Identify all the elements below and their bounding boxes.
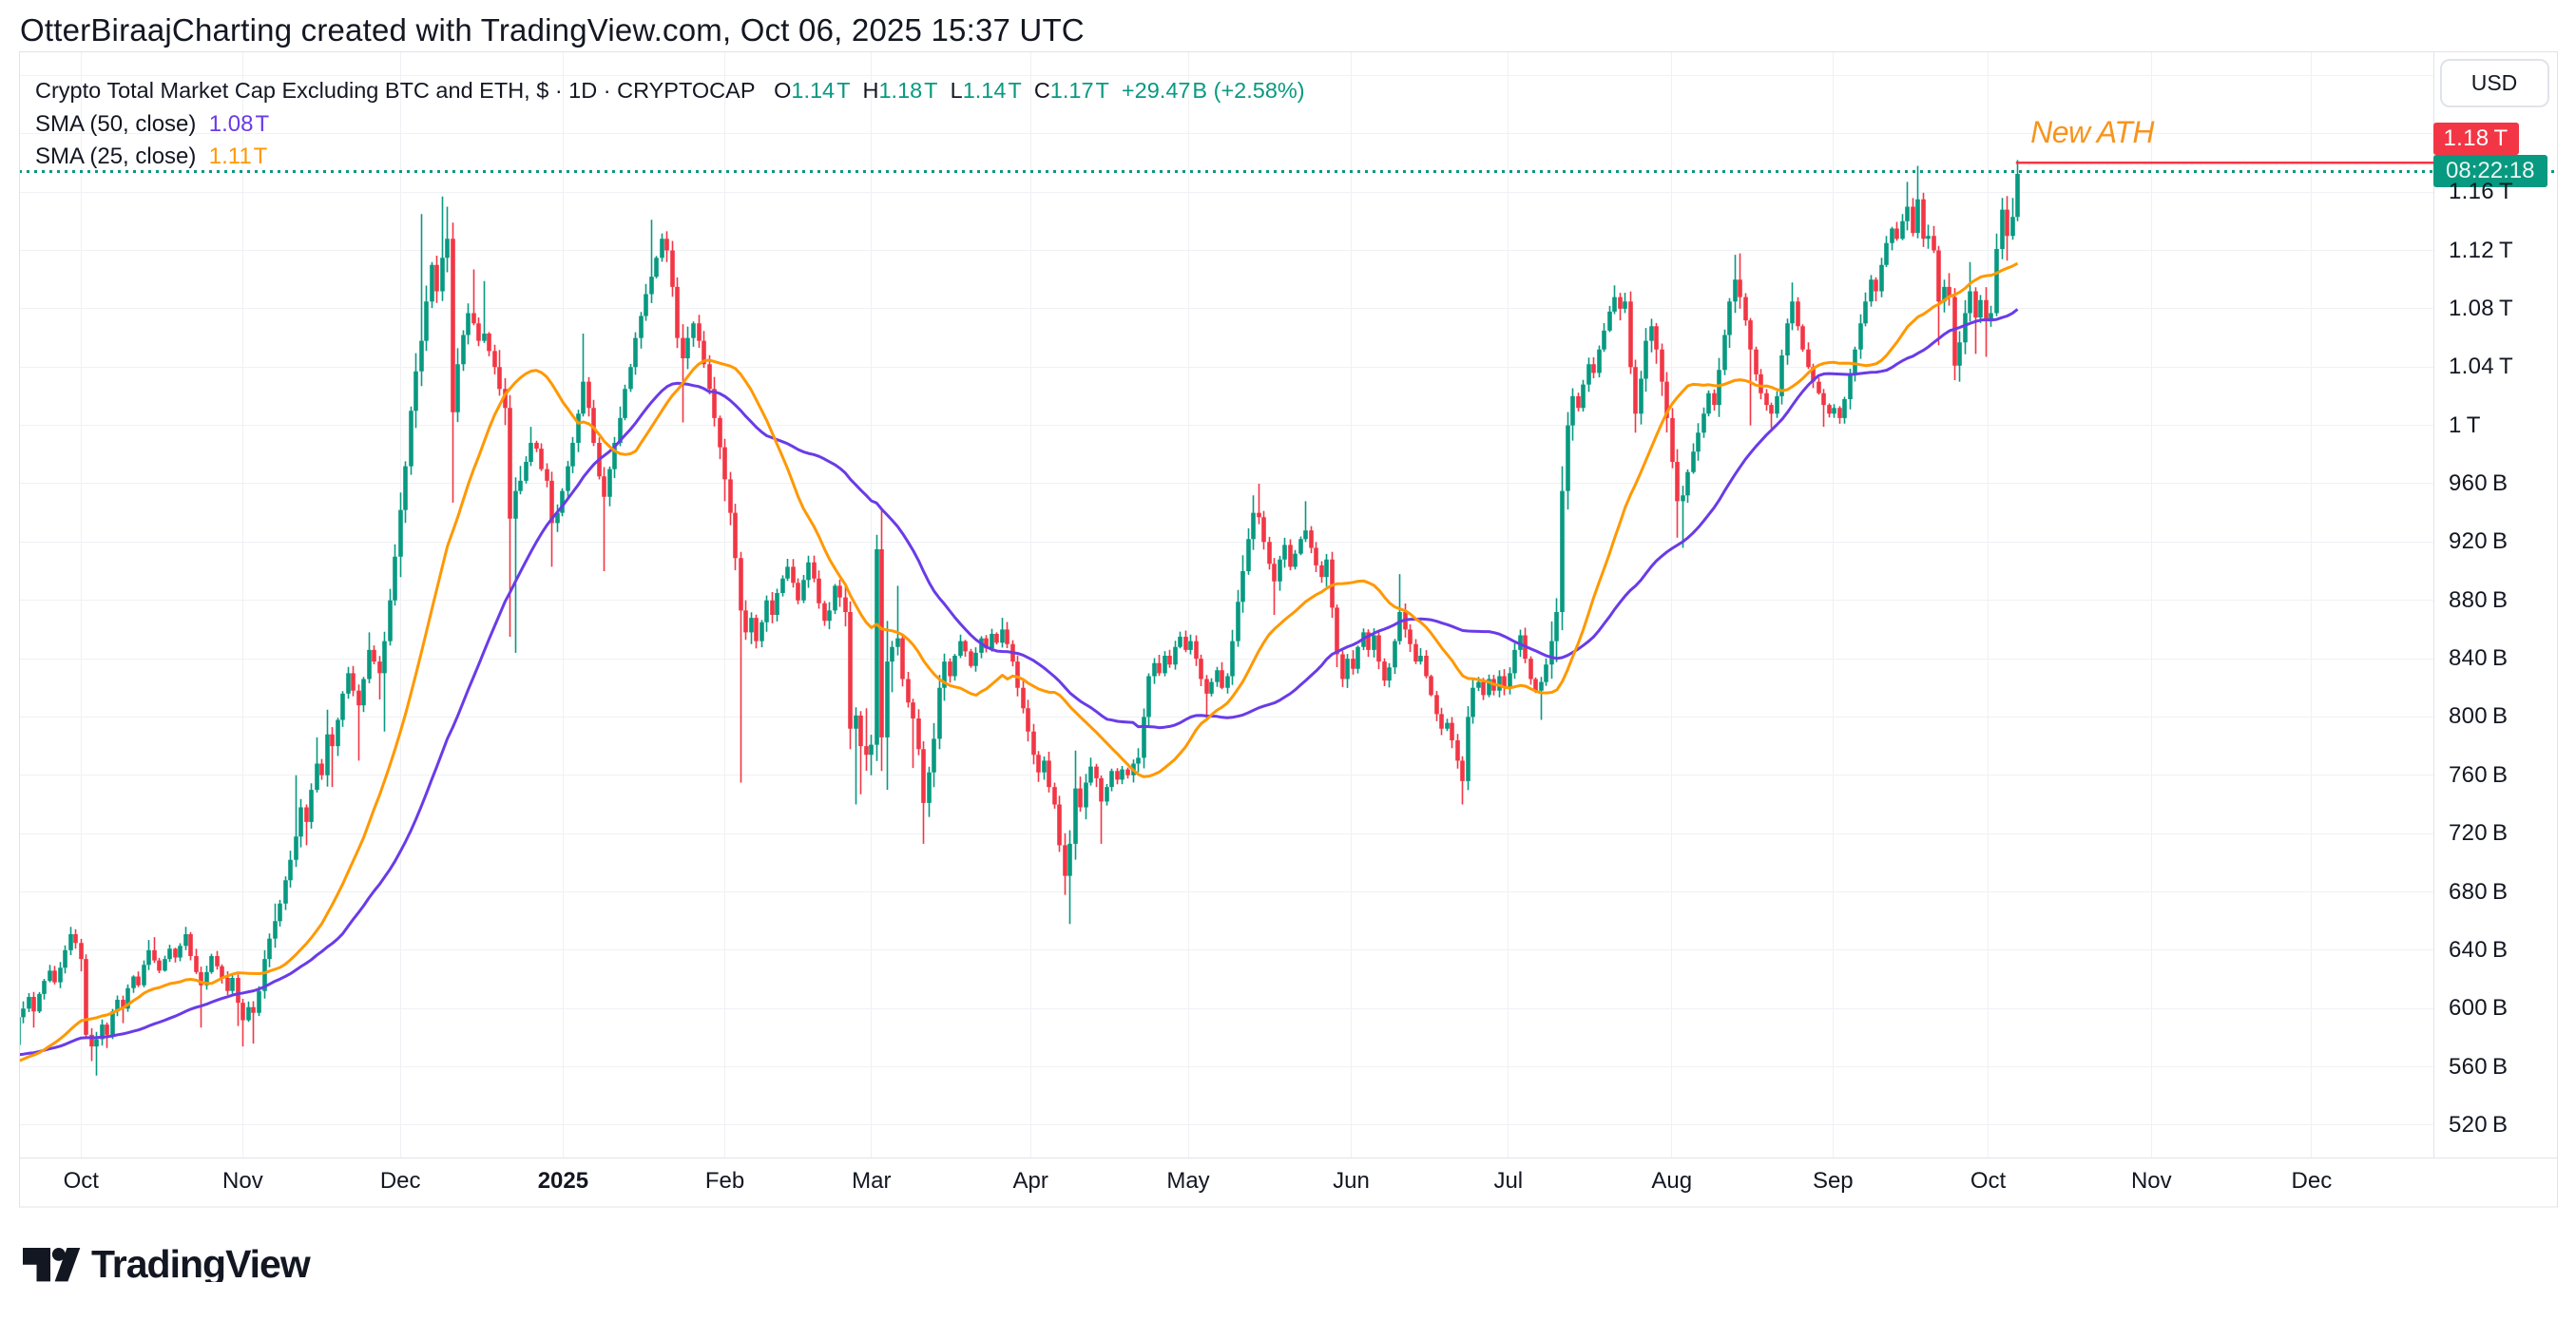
svg-text:TradingView: TradingView bbox=[91, 1248, 311, 1282]
